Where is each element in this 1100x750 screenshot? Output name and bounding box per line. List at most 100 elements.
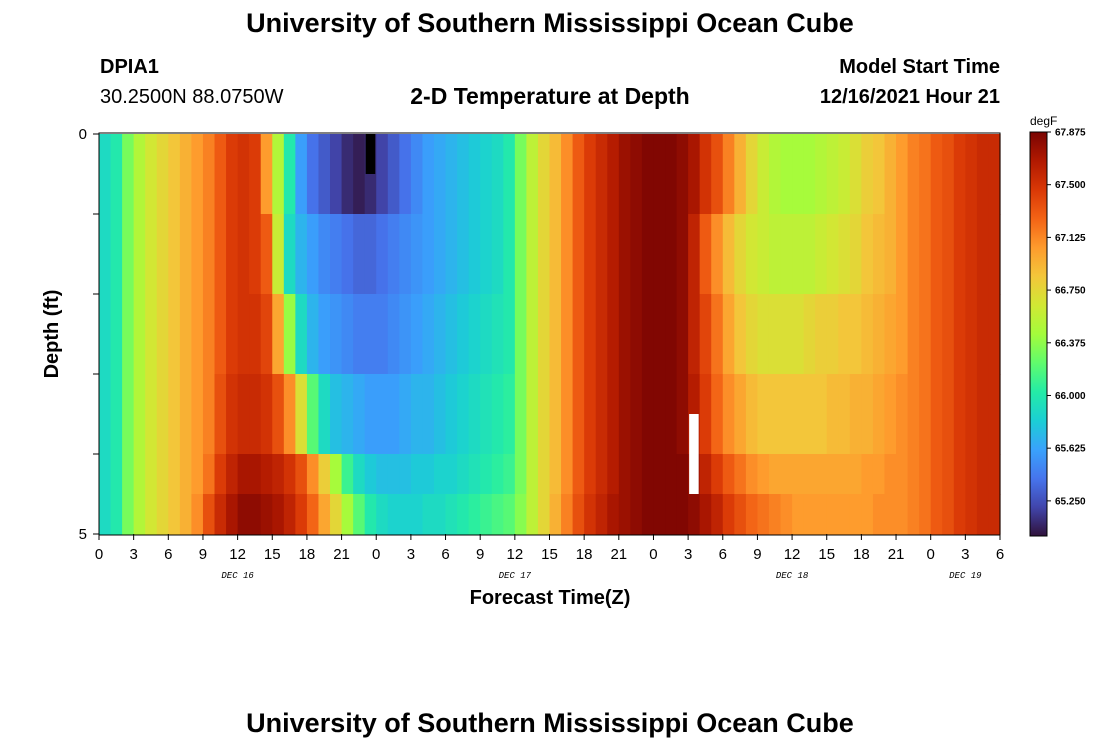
heatmap-cell (618, 454, 631, 495)
heatmap-cell (838, 294, 851, 375)
heatmap-cell (468, 454, 481, 495)
heatmap-cell (353, 294, 366, 375)
heatmap-cell (306, 374, 320, 455)
heatmap-cell (249, 374, 262, 455)
heatmap-cell (711, 374, 724, 455)
heatmap-cell (341, 494, 354, 535)
chart-title: 2-D Temperature at Depth (410, 83, 690, 109)
heatmap-cell (330, 134, 343, 215)
model-start-value: 12/16/2021 Hour 21 (819, 86, 1000, 108)
heatmap-cell (376, 374, 389, 455)
heatmap-cell (988, 374, 1001, 455)
heatmap-cell (491, 494, 504, 535)
x-tick-label: 0 (927, 546, 935, 563)
heatmap-cell (803, 374, 816, 455)
heatmap-cell (792, 454, 805, 495)
heatmap-cell (295, 374, 308, 455)
heatmap-cell (849, 374, 862, 455)
heatmap-cell (214, 374, 227, 455)
heatmap-cell (387, 374, 400, 455)
heatmap-cell (387, 214, 400, 295)
heatmap-cell (930, 494, 943, 535)
heatmap-cell (526, 494, 539, 535)
heatmap-cell (872, 454, 886, 495)
colorbar-scale (1029, 131, 1048, 537)
colorbar-tick-label: 65.250 (1055, 496, 1086, 507)
heatmap-cell (815, 374, 828, 455)
heatmap-cell (306, 294, 320, 375)
heatmap-cell (272, 454, 285, 495)
heatmap-cell (907, 374, 920, 455)
heatmap-cell (364, 294, 377, 375)
heatmap-cell (503, 294, 516, 375)
x-tick-label: 21 (610, 546, 627, 563)
x-tick-label: 3 (407, 546, 415, 563)
heatmap-cell (422, 294, 435, 375)
heatmap-cell (953, 494, 966, 535)
heatmap-cell (584, 134, 597, 215)
heatmap-cell (122, 374, 135, 455)
heatmap-cell (768, 374, 782, 455)
colorbar-tick-label: 67.875 (1055, 128, 1086, 139)
heatmap-cell (122, 494, 135, 535)
heatmap-cell (757, 214, 770, 295)
heatmap-cell (110, 494, 123, 535)
heatmap-cell (757, 454, 770, 495)
heatmap-cell (630, 134, 643, 215)
heatmap-cell (803, 134, 816, 215)
heatmap-cell (283, 494, 296, 535)
heatmap-cell (803, 494, 816, 535)
heatmap-cell (930, 294, 943, 375)
y-axis-title: Depth (ft) (41, 290, 63, 379)
x-tick-label: 9 (753, 546, 761, 563)
heatmap-cell (780, 214, 793, 295)
heatmap-cell (676, 494, 689, 535)
heatmap-cell (584, 374, 597, 455)
heatmap-cell (202, 454, 216, 495)
heatmap-cell (965, 134, 978, 215)
heatmap-cell (653, 134, 666, 215)
heatmap-cell (561, 294, 574, 375)
heatmap-cell (896, 494, 909, 535)
heatmap-cell (780, 294, 793, 375)
heatmap-cell (445, 214, 458, 295)
heatmap-cell (549, 294, 562, 375)
heatmap-cell (133, 294, 146, 375)
heatmap-cell (179, 134, 193, 215)
heatmap-cell (283, 214, 296, 295)
heatmap-cell (399, 214, 412, 295)
heatmap-cell (641, 294, 655, 375)
heatmap-cell (641, 494, 655, 535)
heatmap-cell (480, 374, 493, 455)
heatmap-cell (237, 214, 250, 295)
heatmap-cell (399, 454, 412, 495)
heatmap-cell (457, 454, 470, 495)
date-label: DEC 17 (499, 571, 532, 581)
heatmap-cell (595, 294, 608, 375)
heatmap-cell (514, 214, 527, 295)
heatmap-cell (145, 374, 158, 455)
heatmap-cell (630, 454, 643, 495)
heatmap-cell (99, 454, 112, 495)
heatmap-cell (526, 294, 539, 375)
date-label: DEC 18 (776, 571, 809, 581)
max-marker (689, 414, 699, 494)
x-tick-label: 12 (229, 546, 246, 563)
heatmap-cell (665, 134, 678, 215)
heatmap-cell (480, 134, 493, 215)
heatmap-cell (549, 494, 562, 535)
heatmap-cell (861, 214, 874, 295)
heatmap-cell (942, 494, 955, 535)
heatmap-cell (953, 214, 966, 295)
heatmap-cell (156, 214, 169, 295)
heatmap-cell (884, 294, 897, 375)
heatmap-cell (942, 134, 955, 215)
heatmap-cell (630, 294, 643, 375)
heatmap-cell (930, 214, 943, 295)
heatmap-cell (768, 454, 782, 495)
heatmap-cell (330, 494, 343, 535)
heatmap-cell (745, 494, 759, 535)
heatmap-cell (480, 454, 493, 495)
heatmap-cell (202, 294, 216, 375)
heatmap-cell (318, 494, 331, 535)
